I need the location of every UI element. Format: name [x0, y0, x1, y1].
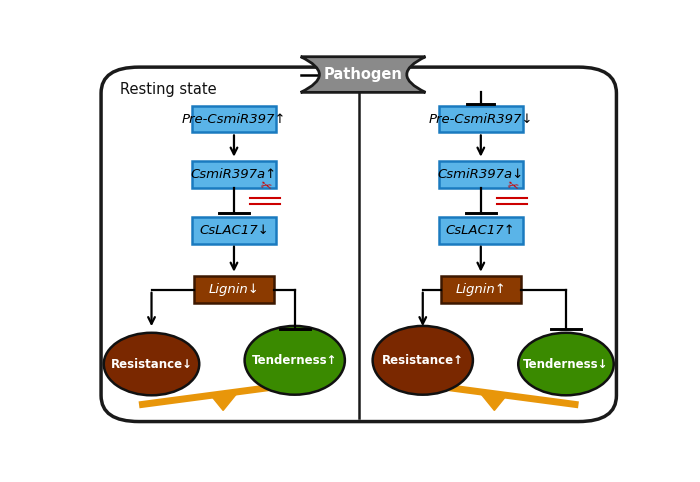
- Ellipse shape: [372, 326, 473, 395]
- PathPatch shape: [301, 57, 426, 93]
- Ellipse shape: [518, 333, 614, 395]
- FancyBboxPatch shape: [439, 161, 523, 188]
- Text: CsLAC17↑: CsLAC17↑: [446, 224, 516, 237]
- Text: ✂: ✂: [505, 178, 520, 194]
- FancyBboxPatch shape: [192, 217, 276, 244]
- FancyBboxPatch shape: [439, 217, 523, 244]
- Text: Tenderness↑: Tenderness↑: [252, 354, 337, 367]
- FancyBboxPatch shape: [194, 277, 274, 303]
- FancyBboxPatch shape: [101, 67, 617, 422]
- Ellipse shape: [104, 333, 200, 395]
- Text: Resistance↓: Resistance↓: [111, 358, 192, 371]
- Text: CsLAC17↓: CsLAC17↓: [199, 224, 269, 237]
- Polygon shape: [481, 394, 508, 411]
- Text: Lignin↑: Lignin↑: [456, 283, 506, 296]
- Polygon shape: [209, 394, 237, 411]
- Text: Tenderness↓: Tenderness↓: [523, 358, 609, 371]
- FancyBboxPatch shape: [441, 277, 521, 303]
- Text: Pre-CsmiR397↓: Pre-CsmiR397↓: [428, 113, 533, 126]
- Text: CsmiR397a↑: CsmiR397a↑: [191, 168, 277, 181]
- Text: Pre-CsmiR397↑: Pre-CsmiR397↑: [182, 113, 286, 126]
- FancyBboxPatch shape: [192, 106, 276, 133]
- Text: Lignin↓: Lignin↓: [209, 283, 260, 296]
- FancyBboxPatch shape: [439, 106, 523, 133]
- Text: Pathogen: Pathogen: [323, 67, 402, 82]
- FancyBboxPatch shape: [192, 161, 276, 188]
- Ellipse shape: [244, 326, 345, 395]
- Text: Resistance↑: Resistance↑: [382, 354, 464, 367]
- Text: ✂: ✂: [258, 178, 273, 194]
- Text: Resting state: Resting state: [120, 82, 217, 97]
- Text: CsmiR397a↓: CsmiR397a↓: [438, 168, 524, 181]
